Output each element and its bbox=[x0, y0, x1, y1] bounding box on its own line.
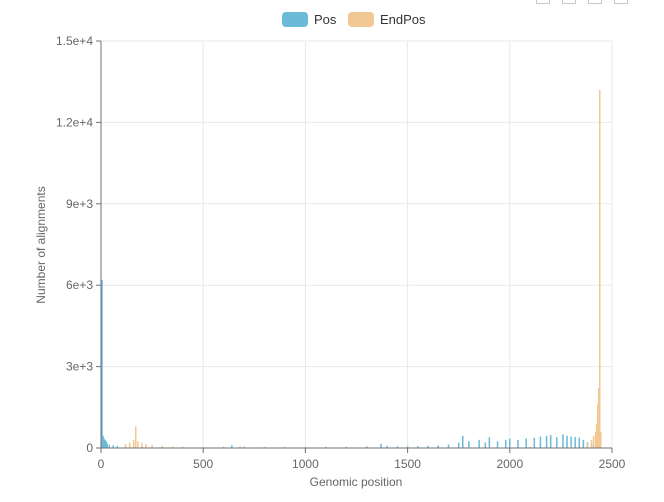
bar-pos[interactable] bbox=[525, 438, 527, 448]
y-tick-label: 0 bbox=[86, 441, 93, 455]
x-tick-label: 2500 bbox=[599, 457, 626, 471]
restore-tool-icon[interactable] bbox=[562, 0, 576, 4]
bar-pos[interactable] bbox=[447, 444, 450, 448]
y-axis-title: Number of alignments bbox=[34, 186, 48, 303]
legend-item-pos[interactable]: Pos bbox=[282, 12, 336, 27]
bar-pos[interactable] bbox=[468, 441, 470, 448]
x-tick-label: 0 bbox=[98, 457, 105, 471]
grid-lines bbox=[101, 40, 613, 448]
bar-endpos[interactable] bbox=[132, 439, 135, 448]
bar-pos[interactable] bbox=[562, 434, 564, 448]
bar-pos[interactable] bbox=[556, 437, 558, 448]
x-tick-label: 2000 bbox=[496, 457, 523, 471]
bar-pos[interactable] bbox=[386, 445, 388, 448]
x-tick-label: 1500 bbox=[394, 457, 421, 471]
bar-pos[interactable] bbox=[101, 279, 103, 448]
bar-pos[interactable] bbox=[427, 445, 429, 448]
chart-toolbox bbox=[536, 0, 628, 4]
bar-pos[interactable] bbox=[582, 439, 585, 448]
bar-pos[interactable] bbox=[231, 445, 233, 448]
bar-endpos[interactable] bbox=[598, 89, 601, 448]
bar-pos[interactable] bbox=[462, 435, 464, 448]
bar-marks bbox=[101, 89, 602, 448]
bar-pos[interactable] bbox=[488, 437, 491, 448]
save-image-icon[interactable] bbox=[614, 0, 628, 4]
bar-pos[interactable] bbox=[545, 435, 548, 448]
legend-label-pos: Pos bbox=[314, 12, 337, 27]
bar-pos[interactable] bbox=[509, 438, 511, 448]
x-tick-label: 500 bbox=[193, 457, 213, 471]
x-tick-labels: 0 500 1000 1500 2000 2500 bbox=[98, 457, 626, 471]
bar-pos[interactable] bbox=[539, 436, 542, 448]
bar-endpos[interactable] bbox=[594, 431, 597, 448]
bar-endpos[interactable] bbox=[596, 404, 599, 448]
bar-endpos[interactable] bbox=[529, 446, 531, 448]
bar-pos[interactable] bbox=[103, 438, 105, 448]
bar-pos[interactable] bbox=[406, 446, 409, 448]
bar-pos[interactable] bbox=[365, 446, 368, 448]
bar-pos[interactable] bbox=[566, 435, 568, 448]
y-tick-label: 3e+3 bbox=[66, 360, 93, 374]
y-tick-label: 1.2e+4 bbox=[56, 115, 93, 129]
bar-pos[interactable] bbox=[112, 445, 115, 448]
bar-endpos[interactable] bbox=[124, 443, 127, 448]
bar-endpos[interactable] bbox=[600, 431, 602, 448]
x-axis-title: Genomic position bbox=[310, 475, 403, 489]
bar-pos[interactable] bbox=[484, 442, 487, 448]
bar-pos[interactable] bbox=[533, 437, 536, 448]
y-tick-labels: 0 3e+3 6e+3 9e+3 1.2e+4 1.5e+4 bbox=[56, 34, 93, 455]
bar-pos[interactable] bbox=[104, 439, 106, 448]
legend-swatch-pos bbox=[282, 12, 308, 27]
bar-pos[interactable] bbox=[504, 439, 507, 448]
data-view-icon[interactable] bbox=[588, 0, 602, 4]
bar-endpos[interactable] bbox=[592, 435, 595, 448]
bar-endpos[interactable] bbox=[182, 446, 184, 448]
bar-pos[interactable] bbox=[570, 436, 572, 448]
bar-pos[interactable] bbox=[105, 441, 107, 448]
bar-endpos[interactable] bbox=[145, 443, 147, 448]
bar-endpos[interactable] bbox=[586, 443, 589, 448]
bar-pos[interactable] bbox=[102, 435, 104, 448]
bar-endpos[interactable] bbox=[243, 446, 245, 448]
bar-endpos[interactable] bbox=[161, 445, 164, 448]
bar-pos[interactable] bbox=[106, 443, 108, 448]
legend: Pos EndPos bbox=[0, 12, 664, 30]
bar-pos[interactable] bbox=[496, 441, 499, 448]
bar-endpos[interactable] bbox=[595, 423, 598, 448]
bar-pos[interactable] bbox=[396, 446, 399, 448]
bar-pos[interactable] bbox=[478, 439, 480, 448]
bar-endpos[interactable] bbox=[239, 446, 241, 448]
bar-pos[interactable] bbox=[549, 434, 552, 448]
bar-pos[interactable] bbox=[574, 437, 576, 448]
legend-label-endpos: EndPos bbox=[380, 12, 426, 27]
bar-endpos[interactable] bbox=[141, 442, 143, 448]
zoom-tool-icon[interactable] bbox=[536, 0, 550, 4]
bar-pos[interactable] bbox=[116, 445, 119, 448]
legend-item-endpos[interactable]: EndPos bbox=[348, 12, 426, 27]
bar-endpos[interactable] bbox=[134, 426, 137, 448]
bar-endpos[interactable] bbox=[171, 446, 174, 448]
bar-pos[interactable] bbox=[437, 445, 440, 448]
axes bbox=[96, 40, 613, 453]
bar-endpos[interactable] bbox=[137, 441, 139, 448]
bar-pos[interactable] bbox=[517, 439, 519, 448]
bar-pos[interactable] bbox=[578, 437, 581, 448]
bar-endpos[interactable] bbox=[128, 442, 131, 448]
bar-endpos[interactable] bbox=[590, 439, 593, 448]
bar-endpos[interactable] bbox=[151, 444, 153, 448]
bar-endpos[interactable] bbox=[597, 388, 600, 448]
bar-pos[interactable] bbox=[417, 446, 419, 448]
bar-pos[interactable] bbox=[380, 443, 382, 448]
y-tick-label: 9e+3 bbox=[66, 197, 93, 211]
legend-swatch-endpos bbox=[348, 12, 374, 27]
y-tick-label: 1.5e+4 bbox=[56, 34, 93, 48]
bar-pos[interactable] bbox=[457, 442, 460, 448]
bar-endpos[interactable] bbox=[570, 446, 572, 448]
x-tick-label: 1000 bbox=[292, 457, 319, 471]
bar-pos[interactable] bbox=[108, 444, 110, 448]
y-tick-label: 6e+3 bbox=[66, 278, 93, 292]
